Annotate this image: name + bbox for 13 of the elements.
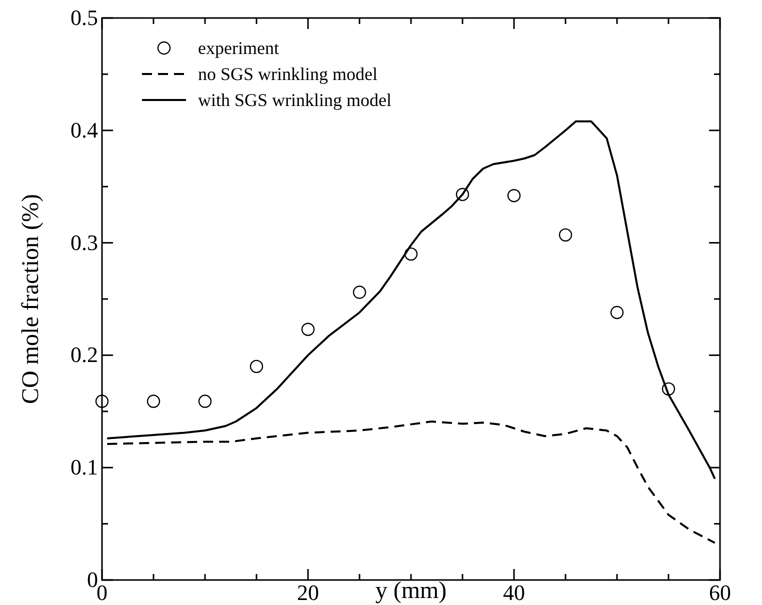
x-tick-label: 20 — [297, 580, 319, 605]
legend-label: experiment — [198, 38, 279, 58]
x-axis-title: y (mm) — [375, 578, 447, 604]
legend-label: no SGS wrinkling model — [198, 64, 378, 84]
y-tick-label: 0.1 — [70, 454, 98, 480]
y-tick-label: 0.2 — [70, 342, 98, 368]
legend-label: with SGS wrinkling model — [198, 90, 392, 110]
y-tick-label: 0.5 — [70, 5, 98, 30]
y-tick-label: 0.3 — [70, 230, 98, 255]
x-tick-label: 40 — [503, 580, 525, 605]
y-axis-title: CO mole fraction (%) — [18, 194, 44, 404]
x-tick-label: 60 — [709, 580, 731, 605]
y-tick-label: 0.4 — [70, 117, 98, 142]
